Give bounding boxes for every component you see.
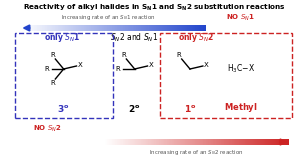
Text: R: R xyxy=(50,80,55,86)
Text: X: X xyxy=(78,62,83,68)
Text: R: R xyxy=(176,52,181,58)
Text: $\mathbf{Methyl}$: $\mathbf{Methyl}$ xyxy=(224,102,257,114)
Text: H$_3$C$-$X: H$_3$C$-$X xyxy=(227,63,255,75)
Text: R: R xyxy=(50,52,55,58)
Text: NO $S_N$1: NO $S_N$1 xyxy=(226,12,255,22)
Text: only $S_N$2: only $S_N$2 xyxy=(178,31,215,44)
Text: Increasing rate of an $S_N$1 reaction: Increasing rate of an $S_N$1 reaction xyxy=(62,13,156,22)
Text: NO $S_N$2: NO $S_N$2 xyxy=(33,124,61,134)
Text: R: R xyxy=(45,66,49,72)
Text: $\mathbf{3^o}$: $\mathbf{3^o}$ xyxy=(57,102,70,113)
Text: Reactivity of alkyl halides in $\mathbf{S_N}$1 and $\mathbf{S_N}$2 substitution : Reactivity of alkyl halides in $\mathbf{… xyxy=(23,3,285,13)
Text: X: X xyxy=(149,62,154,68)
Text: $\mathbf{1^o}$: $\mathbf{1^o}$ xyxy=(184,102,196,113)
Text: Increasing rate of an $S_N$2 reaction: Increasing rate of an $S_N$2 reaction xyxy=(149,148,244,157)
Text: X: X xyxy=(204,62,209,68)
Text: only $S_N$1: only $S_N$1 xyxy=(44,31,81,44)
Text: R: R xyxy=(116,66,120,72)
Text: $\mathbf{2^o}$: $\mathbf{2^o}$ xyxy=(128,102,141,113)
Text: $S_N$2 and $S_N$1: $S_N$2 and $S_N$1 xyxy=(111,32,159,44)
Text: R: R xyxy=(121,52,126,58)
